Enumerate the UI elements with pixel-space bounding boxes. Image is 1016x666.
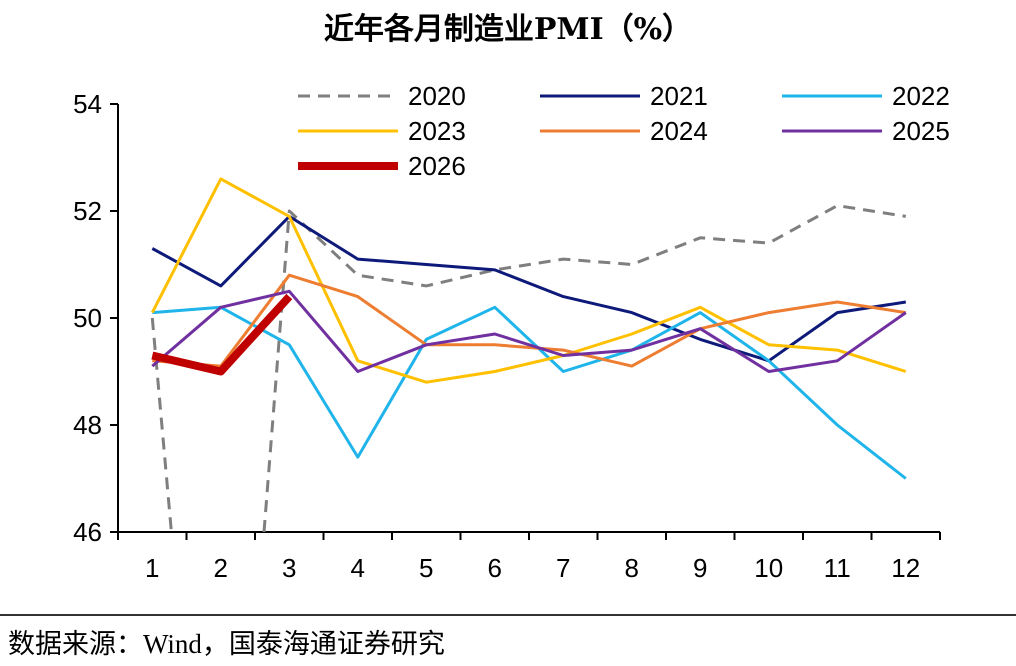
divider — [0, 614, 1016, 616]
x-tick-label: 9 — [693, 553, 707, 583]
y-tick-label: 46 — [73, 517, 102, 547]
legend-label-2022: 2022 — [892, 81, 950, 111]
series-line-2023 — [150, 177, 907, 384]
legend-label-2021: 2021 — [650, 81, 708, 111]
series-line-2026 — [151, 293, 293, 376]
series-line-2021 — [151, 214, 907, 363]
x-tick-label: 4 — [351, 553, 365, 583]
series-line-2024 — [152, 273, 907, 368]
series-line-2022 — [152, 305, 907, 480]
y-tick-label: 52 — [73, 196, 102, 226]
x-tick-label: 7 — [556, 553, 570, 583]
x-tick-label: 12 — [891, 553, 920, 583]
series-line-2020 — [150, 204, 907, 533]
y-tick-label: 50 — [73, 303, 102, 333]
legend-label-2020: 2020 — [408, 81, 466, 111]
y-tick-label: 48 — [73, 410, 102, 440]
legend-label-2025: 2025 — [892, 116, 950, 146]
x-tick-label: 8 — [625, 553, 639, 583]
x-tick-label: 10 — [754, 553, 783, 583]
x-tick-label: 3 — [282, 553, 296, 583]
x-tick-label: 5 — [419, 553, 433, 583]
y-tick-label: 54 — [73, 89, 102, 119]
legend-label-2023: 2023 — [408, 116, 466, 146]
series-line-2025 — [151, 289, 907, 373]
x-tick-label: 1 — [145, 553, 159, 583]
x-tick-label: 6 — [488, 553, 502, 583]
legend-label-2024: 2024 — [650, 116, 708, 146]
x-tick-label: 11 — [824, 553, 851, 583]
chart-title: 近年各月制造业PMI（%） — [323, 12, 693, 47]
legend-label-2026: 2026 — [408, 151, 466, 181]
x-tick-label: 2 — [214, 553, 228, 583]
source-note: 数据来源：Wind，国泰海通证券研究 — [8, 629, 445, 659]
